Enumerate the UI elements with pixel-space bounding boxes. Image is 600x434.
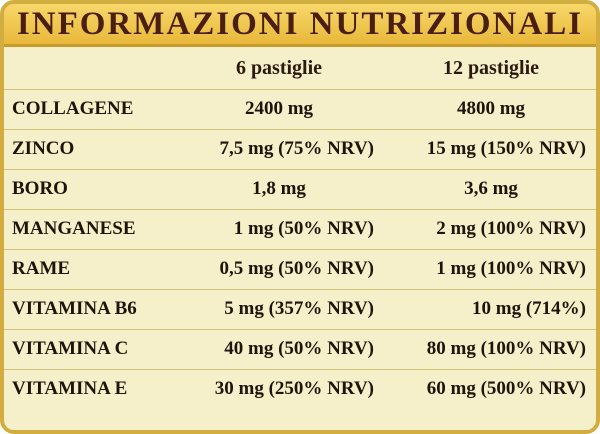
table-row-vitamina-e: VITAMINA E 30 mg (250% NRV) 60 mg (500% … <box>4 369 596 409</box>
row-label: MANGANESE <box>12 218 136 239</box>
row-value-dose2: 60 mg (500% NRV) <box>426 378 586 399</box>
table-row-rame: RAME 0,5 mg (50% NRV) 1 mg (100% NRV) <box>4 249 596 290</box>
column-header-6-pastiglie: 6 pastiglie <box>235 56 323 79</box>
title-bar: INFORMAZIONI NUTRIZIONALI <box>4 4 596 47</box>
row-value-dose1: 30 mg (250% NRV) <box>214 378 374 399</box>
row-value-dose1: 40 mg (50% NRV) <box>224 338 374 359</box>
row-value-dose1: 0,5 mg (50% NRV) <box>219 258 374 279</box>
table-row-manganese: MANGANESE 1 mg (50% NRV) 2 mg (100% NRV) <box>4 209 596 250</box>
row-label: VITAMINA C <box>12 338 129 359</box>
row-value-dose2: 15 mg (150% NRV) <box>426 138 586 159</box>
table-row-vitamina-b6: VITAMINA B6 5 mg (357% NRV) 10 mg (714%) <box>4 289 596 330</box>
table-row-zinco: ZINCO 7,5 mg (75% NRV) 15 mg (150% NRV) <box>4 129 596 170</box>
row-label: VITAMINA B6 <box>12 298 137 319</box>
row-value-dose2: 3,6 mg <box>464 178 518 199</box>
row-value-dose2: 1 mg (100% NRV) <box>436 258 586 279</box>
column-header-row: 6 pastiglie 12 pastiglie <box>4 47 596 90</box>
row-value-dose1: 1 mg (50% NRV) <box>233 218 374 239</box>
table-row-collagene: COLLAGENE 2400 mg 4800 mg <box>4 89 596 130</box>
row-value-dose1: 1,8 mg <box>252 178 306 199</box>
row-label: BORO <box>12 178 68 199</box>
row-label: VITAMINA E <box>12 378 128 399</box>
column-header-12-pastiglie: 12 pastiglie <box>442 56 540 79</box>
row-value-dose1: 5 mg (357% NRV) <box>224 298 374 319</box>
row-value-dose1: 7,5 mg (75% NRV) <box>219 138 374 159</box>
panel-title: INFORMAZIONI NUTRIZIONALI <box>16 5 584 42</box>
row-value-dose2: 4800 mg <box>456 98 526 119</box>
row-value-dose2: 10 mg (714%) <box>472 298 586 319</box>
row-label: COLLAGENE <box>12 98 134 119</box>
row-value-dose1: 2400 mg <box>244 98 314 119</box>
row-value-dose2: 80 mg (100% NRV) <box>426 338 586 359</box>
table-row-vitamina-c: VITAMINA C 40 mg (50% NRV) 80 mg (100% N… <box>4 329 596 370</box>
table-row-boro: BORO 1,8 mg 3,6 mg <box>4 169 596 210</box>
row-label: RAME <box>12 258 71 279</box>
row-value-dose2: 2 mg (100% NRV) <box>436 218 586 239</box>
row-label: ZINCO <box>12 138 75 159</box>
